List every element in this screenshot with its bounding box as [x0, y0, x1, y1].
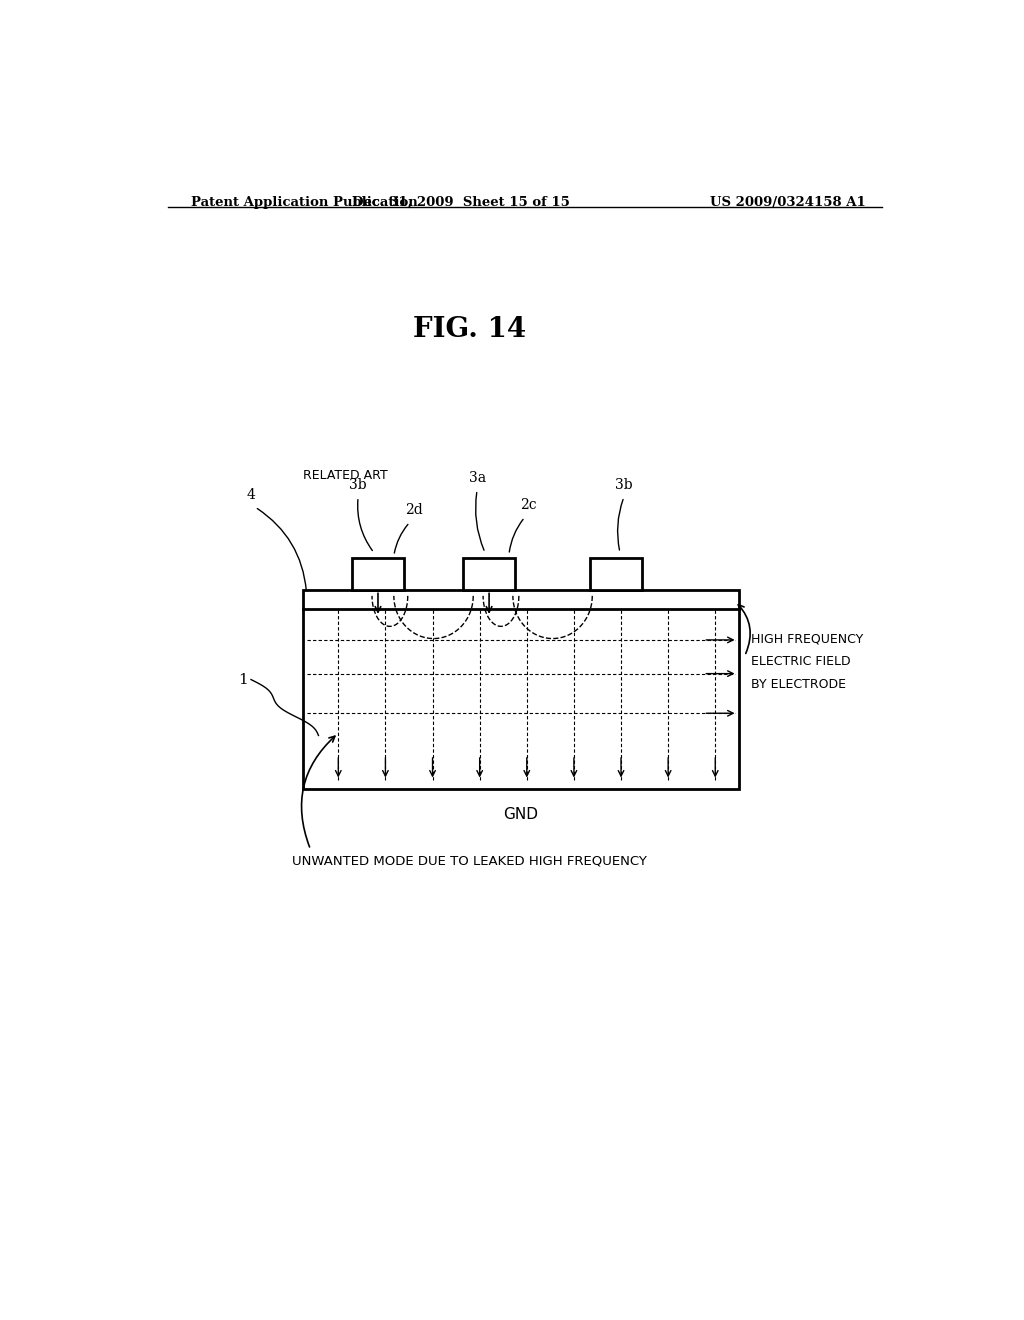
Text: FIG. 14: FIG. 14 [413, 315, 525, 343]
Text: US 2009/0324158 A1: US 2009/0324158 A1 [711, 195, 866, 209]
Text: Dec. 31, 2009  Sheet 15 of 15: Dec. 31, 2009 Sheet 15 of 15 [352, 195, 570, 209]
Text: 2d: 2d [404, 503, 423, 517]
Text: 1: 1 [239, 673, 248, 686]
Text: Patent Application Publication: Patent Application Publication [191, 195, 418, 209]
Text: 3b: 3b [349, 478, 367, 492]
Text: BY ELECTRODE: BY ELECTRODE [751, 677, 846, 690]
Text: HIGH FREQUENCY: HIGH FREQUENCY [751, 632, 863, 645]
Text: 2c: 2c [520, 498, 537, 512]
Text: 3a: 3a [469, 471, 485, 484]
Text: 3b: 3b [615, 478, 633, 492]
Bar [590, 558, 642, 590]
Bar [352, 558, 403, 590]
Text: GND: GND [504, 807, 539, 822]
Text: UNWANTED MODE DUE TO LEAKED HIGH FREQUENCY: UNWANTED MODE DUE TO LEAKED HIGH FREQUEN… [292, 854, 647, 867]
Bar [303, 590, 739, 788]
Text: RELATED ART: RELATED ART [303, 469, 387, 482]
Text: ELECTRIC FIELD: ELECTRIC FIELD [751, 655, 851, 668]
Bar [463, 558, 515, 590]
Text: 4: 4 [247, 488, 255, 502]
